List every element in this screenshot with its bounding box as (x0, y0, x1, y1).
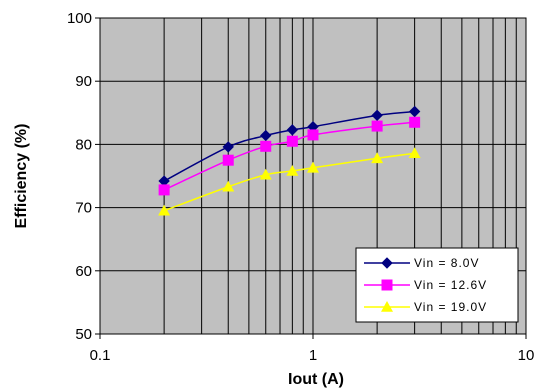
legend-label: Vin = 8.0V (414, 256, 480, 270)
x-axis-title: Iout (A) (288, 371, 344, 388)
data-point (286, 135, 298, 147)
y-tick-label: 50 (75, 326, 92, 343)
data-point (260, 129, 272, 142)
y-tick-label: 100 (67, 10, 92, 27)
series-1 (158, 105, 421, 187)
axis-ticks: 50 60 70 80 90 100 0.1 1 10 (67, 10, 534, 364)
legend-label: Vin = 19.0V (414, 300, 487, 314)
legend-marker (381, 301, 393, 312)
data-point (259, 168, 272, 180)
y-axis-title: Efficiency (%) (13, 124, 30, 229)
legend: Vin = 8.0V Vin = 12.6V Vin = 19.0V (355, 247, 519, 323)
data-point (307, 161, 319, 173)
legend-label: Vin = 12.6V (414, 278, 487, 292)
x-tick-label: 10 (518, 347, 535, 364)
y-tick-label: 80 (75, 136, 92, 153)
data-point (371, 109, 383, 122)
legend-marker (381, 257, 393, 269)
y-tick-label: 70 (75, 200, 92, 217)
legend-marker (381, 279, 393, 291)
data-point (158, 204, 171, 216)
series-3 (158, 147, 421, 216)
data-point (286, 124, 299, 136)
series-2 (158, 116, 421, 196)
data-point (408, 147, 421, 159)
data-point (222, 180, 235, 192)
data-point (222, 154, 234, 166)
data-point (371, 120, 383, 132)
data-point (286, 164, 299, 176)
data-point (307, 129, 319, 141)
data-point (409, 116, 421, 128)
data-point (371, 152, 384, 164)
x-tick-label: 1 (309, 347, 317, 364)
data-point (222, 141, 234, 153)
y-tick-label: 60 (75, 263, 92, 280)
y-tick-label: 90 (75, 73, 92, 90)
data-point (260, 140, 272, 152)
data-point (158, 184, 170, 196)
data-point (408, 105, 421, 118)
data-series (158, 105, 421, 216)
x-tick-label: 0.1 (90, 347, 111, 364)
